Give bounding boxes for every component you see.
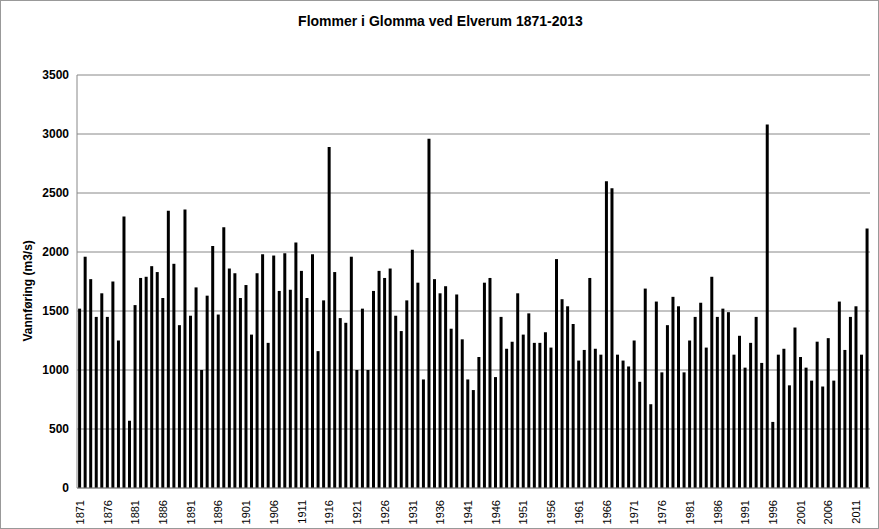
- svg-text:2500: 2500: [42, 186, 69, 200]
- svg-text:1876: 1876: [102, 500, 114, 524]
- svg-text:1871: 1871: [74, 500, 86, 524]
- svg-text:1956: 1956: [545, 500, 557, 524]
- svg-text:1976: 1976: [656, 500, 668, 524]
- svg-text:1986: 1986: [712, 500, 724, 524]
- svg-text:1911: 1911: [296, 500, 308, 524]
- svg-text:1936: 1936: [434, 500, 446, 524]
- svg-text:1500: 1500: [42, 304, 69, 318]
- svg-text:1916: 1916: [323, 500, 335, 524]
- svg-text:1961: 1961: [573, 500, 585, 524]
- svg-text:1971: 1971: [628, 500, 640, 524]
- svg-text:1000: 1000: [42, 363, 69, 377]
- svg-text:1981: 1981: [684, 500, 696, 524]
- svg-text:2006: 2006: [822, 500, 834, 524]
- svg-text:1896: 1896: [212, 500, 224, 524]
- svg-text:3500: 3500: [42, 68, 69, 82]
- svg-text:3000: 3000: [42, 127, 69, 141]
- svg-text:2000: 2000: [42, 245, 69, 259]
- svg-text:1991: 1991: [739, 500, 751, 524]
- svg-text:1921: 1921: [351, 500, 363, 524]
- svg-text:2011: 2011: [850, 500, 862, 524]
- svg-text:1931: 1931: [407, 500, 419, 524]
- svg-text:500: 500: [49, 422, 69, 436]
- svg-text:1926: 1926: [379, 500, 391, 524]
- svg-text:1881: 1881: [129, 500, 141, 524]
- svg-text:2001: 2001: [795, 500, 807, 524]
- svg-text:1891: 1891: [185, 500, 197, 524]
- svg-text:1886: 1886: [157, 500, 169, 524]
- svg-text:1941: 1941: [462, 500, 474, 524]
- svg-text:0: 0: [62, 481, 69, 495]
- svg-text:1951: 1951: [517, 500, 529, 524]
- svg-text:1966: 1966: [601, 500, 613, 524]
- svg-text:Vannføring (m3/s): Vannføring (m3/s): [21, 240, 35, 341]
- svg-text:1946: 1946: [490, 500, 502, 524]
- svg-text:1996: 1996: [767, 500, 779, 524]
- svg-text:1906: 1906: [268, 500, 280, 524]
- svg-text:1901: 1901: [240, 500, 252, 524]
- html-text:Flommer i Glomma ved Elverum 1: Flommer i Glomma ved Elverum 1871-2013: [298, 13, 583, 29]
